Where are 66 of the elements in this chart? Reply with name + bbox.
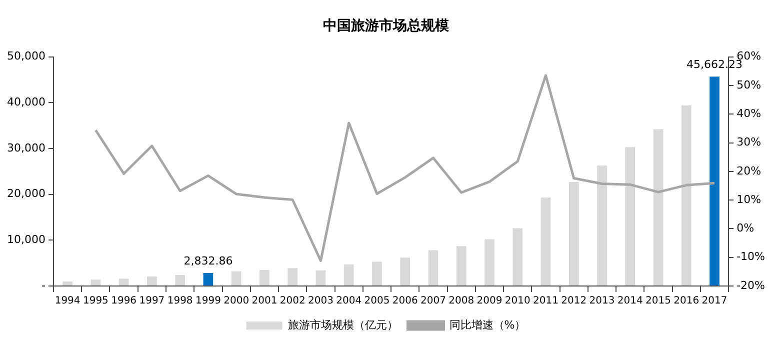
legend-label: 旅游市场规模（亿元） — [288, 318, 398, 332]
bar — [568, 182, 579, 286]
bar — [456, 246, 466, 286]
x-tick-label: 2004 — [336, 296, 362, 307]
x-tick-label: 2015 — [646, 296, 671, 307]
bar — [540, 198, 551, 286]
x-tick-label: 2009 — [476, 296, 502, 307]
bar — [118, 278, 129, 286]
x-tick-label: 2000 — [224, 296, 250, 307]
y2-tick-label: 50% — [736, 78, 762, 92]
bar — [260, 270, 270, 286]
bar — [625, 147, 636, 286]
x-tick-label: 2012 — [561, 296, 587, 307]
y2-tick-label: 30% — [736, 136, 762, 149]
x-tick-label: 2007 — [420, 296, 446, 307]
x-tick-label: 1994 — [54, 296, 80, 307]
x-tick-label: 1999 — [195, 296, 221, 307]
legend-label: 同比增速（%） — [449, 318, 526, 332]
x-tick-label: 2008 — [448, 296, 474, 307]
x-tick-label: 2006 — [392, 296, 418, 307]
bar — [344, 264, 354, 286]
x-tick-label: 2005 — [364, 296, 390, 307]
y2-tick-label: 10% — [736, 192, 762, 206]
x-tick-label: 2002 — [280, 296, 306, 307]
x-tick-label: 1998 — [167, 296, 193, 307]
x-tick-label: 2017 — [702, 296, 728, 307]
y-tick-label: 20,000 — [6, 187, 46, 200]
bar — [681, 105, 692, 286]
data-label: 2,832.86 — [184, 254, 233, 268]
bar — [175, 275, 185, 286]
bar — [428, 250, 438, 286]
x-tick-label: 2013 — [589, 296, 615, 307]
x-tick-label: 2011 — [533, 296, 558, 307]
y-tick-label: 30,000 — [6, 141, 46, 154]
bar — [710, 76, 720, 286]
bar — [231, 271, 242, 286]
x-tick-label: 2014 — [617, 296, 643, 307]
y2-tick-label: 20% — [736, 164, 762, 178]
bar — [90, 280, 101, 286]
bar — [597, 165, 607, 286]
bar — [372, 262, 382, 286]
bar — [203, 273, 214, 286]
x-tick-label: 2003 — [308, 296, 334, 307]
x-tick-label: 1995 — [82, 296, 108, 307]
x-tick-label: 1997 — [139, 296, 165, 307]
y-tick-label: 40,000 — [6, 96, 46, 108]
y2-tick-label: 40% — [736, 106, 762, 120]
x-tick-label: 1996 — [111, 296, 137, 307]
bar — [653, 129, 664, 286]
x-tick-label: 2001 — [252, 296, 278, 307]
bar — [512, 228, 523, 286]
x-tick-label: 2010 — [504, 296, 530, 307]
bar — [147, 276, 157, 286]
y2-tick-label: -20% — [736, 278, 766, 292]
x-tick-label: 2016 — [674, 296, 700, 307]
y2-tick-label: -10% — [736, 250, 766, 264]
bar — [288, 268, 298, 286]
bar — [316, 270, 326, 286]
y-tick-label: 50,000 — [6, 50, 46, 63]
y2-tick-label: 0% — [736, 222, 754, 235]
bar — [62, 281, 72, 286]
y-tick-label: - — [42, 278, 46, 292]
bar — [484, 239, 494, 286]
bar — [400, 258, 410, 286]
y-tick-label: 10,000 — [6, 233, 46, 246]
chart-title: 中国旅游市场总规模 — [323, 17, 450, 34]
